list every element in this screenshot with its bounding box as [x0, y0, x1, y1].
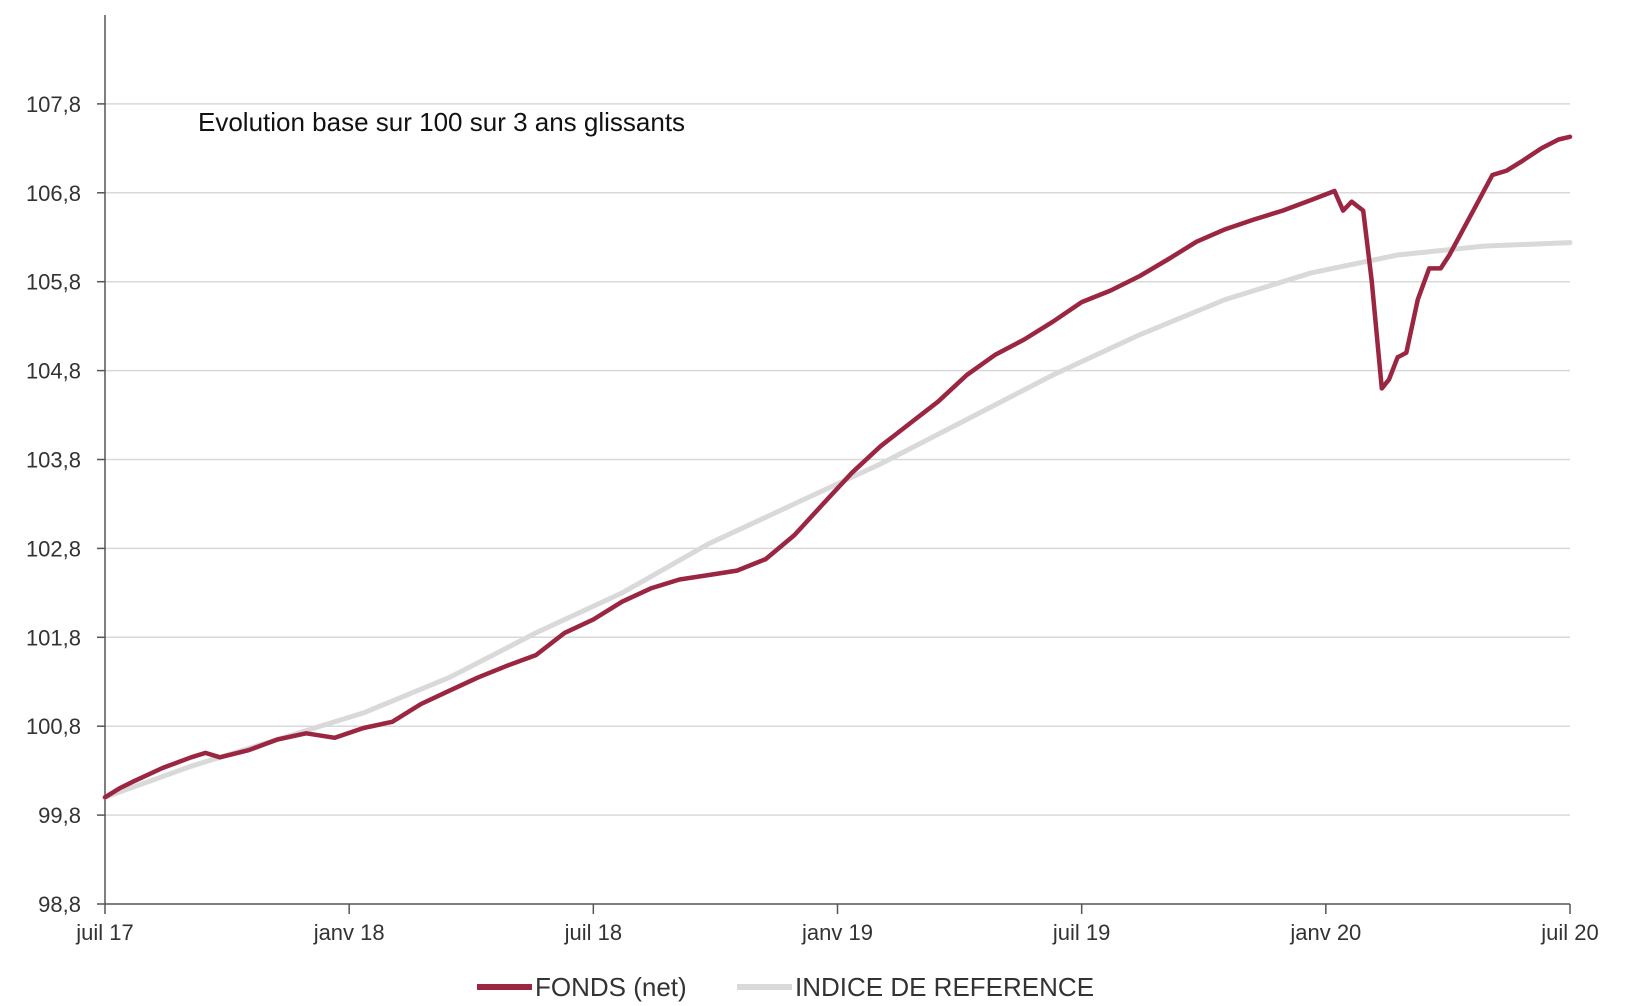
- series-lines: [102, 134, 1573, 800]
- y-tick-label: 98,8: [38, 892, 81, 917]
- x-tick-label: janv 18: [313, 920, 385, 945]
- gridlines: [105, 103, 1570, 816]
- x-tick-label: juil 20: [1540, 920, 1598, 945]
- y-tick-label: 100,8: [26, 714, 81, 739]
- y-tick-label: 99,8: [38, 803, 81, 828]
- y-tick-label: 107,8: [26, 92, 81, 117]
- x-tick-label: juil 17: [75, 920, 133, 945]
- y-tick-label: 106,8: [26, 181, 81, 206]
- x-tick-label: juil 19: [1052, 920, 1110, 945]
- y-tick-label: 103,8: [26, 448, 81, 473]
- y-tick-label: 102,8: [26, 536, 81, 561]
- legend: FONDS (net) INDICE DE REFERENCE: [477, 972, 1094, 1002]
- legend-label: FONDS (net): [535, 972, 687, 1002]
- series-line-fonds: [102, 134, 1573, 800]
- x-tick-label: juil 18: [564, 920, 622, 945]
- y-tick-label: 101,8: [26, 625, 81, 650]
- x-axis-ticks: juil 17 janv 18 juil 18 janv 19 juil 19 janv …: [75, 904, 1599, 945]
- y-tick-label: 104,8: [26, 359, 81, 384]
- chart-annotation: Evolution base sur 100 sur 3 ans glissan…: [198, 107, 685, 137]
- y-tick-label: 105,8: [26, 270, 81, 295]
- series-line-indice: [102, 240, 1573, 800]
- x-tick-label: janv 20: [1289, 920, 1361, 945]
- x-tick-label: janv 19: [801, 920, 873, 945]
- y-axis-ticks: 98,8 99,8 100,8 101,8 102,8 103,8 104,8 105,8 10…: [26, 92, 105, 917]
- legend-label: INDICE DE REFERENCE: [795, 972, 1094, 1002]
